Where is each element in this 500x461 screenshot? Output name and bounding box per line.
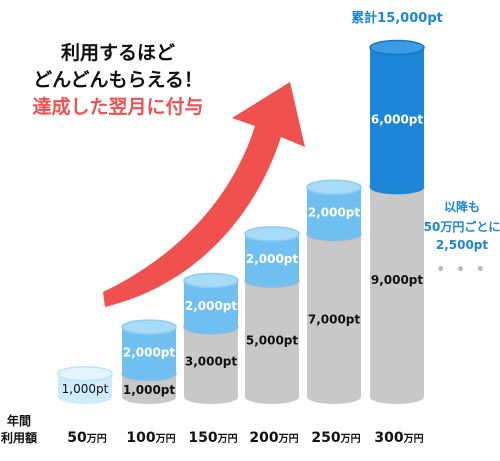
bar-base-label-1: 1,000pt (62, 382, 109, 396)
bar-base-5-body (307, 233, 361, 397)
x-tick-label-5: 250万円 (311, 430, 360, 446)
bar-top-label-3: 2,000pt (185, 299, 238, 313)
bar-top-3-bottom (184, 320, 238, 335)
x-tick-label-1: 50万円 (67, 430, 106, 446)
bar-top-5-top (306, 179, 362, 196)
bar-top-6 (369, 39, 425, 195)
x-tick-number-2: 100 (126, 430, 155, 446)
bar-base-6-bottom (370, 390, 424, 404)
bar-base-1-top (57, 365, 113, 382)
bar-base-3-bottom (184, 390, 238, 404)
x-tick-label-3: 150万円 (188, 430, 237, 446)
bar-base-4-body (245, 280, 299, 397)
bar-base-5-bottom (307, 390, 361, 404)
x-tick-label-6: 300万円 (374, 430, 423, 446)
bar-top-5 (306, 179, 362, 241)
x-tick-unit-1: 万円 (86, 433, 107, 445)
bar-base-label-2: 1,000pt (123, 383, 176, 397)
headline-line-3: 達成した翌月に付与 (32, 96, 204, 118)
bar-top-5-bottom (307, 226, 361, 241)
x-tick-unit-2: 万円 (155, 433, 176, 445)
bar-base-3-body (184, 327, 238, 397)
bar-base-6-body (370, 187, 424, 397)
bar-base-2-bottom (122, 390, 176, 404)
bar-top-4-top (244, 226, 300, 242)
bar-base-label-5: 7,000pt (308, 313, 361, 327)
bar-top-6-body (370, 47, 424, 188)
bar-base-1 (57, 365, 113, 404)
bar-top-4-body (245, 233, 299, 281)
headline-line-1: 利用するほど (60, 42, 175, 64)
bar-top-2-body (122, 327, 176, 374)
bar-top-5-body (307, 187, 361, 234)
x-tick-unit-5: 万円 (340, 433, 361, 445)
bar-top-3-body (184, 280, 238, 328)
x-axis-title-line-1: 年間 (7, 413, 31, 428)
total-label: 累計15,000pt (351, 10, 443, 26)
bar-top-label-6: 6,000pt (371, 112, 424, 126)
bars-layer: 1,000pt50万円1,000pt2,000pt100万円3,000pt2,0… (57, 39, 425, 446)
x-tick-label-2: 100万円 (126, 430, 175, 446)
x-axis: 年間 利用額 (1, 413, 37, 445)
bar-top-label-4: 2,000pt (246, 252, 299, 266)
x-tick-label-4: 200万円 (249, 430, 298, 446)
side-note-line-2: 50万円ごとに (423, 220, 500, 234)
bar-base-4-bottom (245, 390, 299, 404)
x-tick-number-4: 200 (249, 430, 278, 446)
bar-top-label-5: 2,000pt (308, 206, 361, 220)
x-tick-number-3: 150 (188, 430, 217, 446)
bar-top-4 (244, 226, 300, 288)
x-tick-number-5: 250 (311, 430, 340, 446)
x-tick-number-6: 300 (374, 430, 403, 446)
bar-base-6 (369, 179, 425, 404)
x-tick-number-1: 50 (67, 430, 87, 446)
x-axis-title-line-2: 利用額 (1, 430, 37, 445)
bar-top-2 (121, 319, 177, 381)
side-note-ellipsis: • • • (436, 262, 488, 278)
bar-top-3-top (183, 272, 239, 289)
bar-top-label-2: 2,000pt (123, 345, 176, 359)
headline-line-2: どんどんもらえる！ (33, 69, 203, 91)
bar-base-label-6: 9,000pt (371, 273, 424, 287)
x-tick-unit-3: 万円 (217, 433, 238, 445)
bar-top-6-bottom (370, 180, 424, 195)
bar-top-6-top (369, 39, 425, 56)
bar-top-4-bottom (245, 273, 299, 288)
bar-top-2-top (121, 319, 177, 335)
bar-base-1-bottom (58, 390, 112, 404)
growth-arrow (103, 82, 305, 307)
x-tick-unit-6: 万円 (403, 433, 424, 445)
x-tick-unit-4: 万円 (278, 433, 299, 445)
bar-top-2-bottom (122, 366, 176, 381)
bar-base-label-4: 5,000pt (246, 334, 299, 348)
bar-top-3 (183, 272, 239, 335)
bar-base-label-3: 3,000pt (185, 355, 238, 369)
side-note-line-1: 以降も (443, 200, 480, 214)
side-note-line-3: 2,500pt (435, 238, 489, 252)
